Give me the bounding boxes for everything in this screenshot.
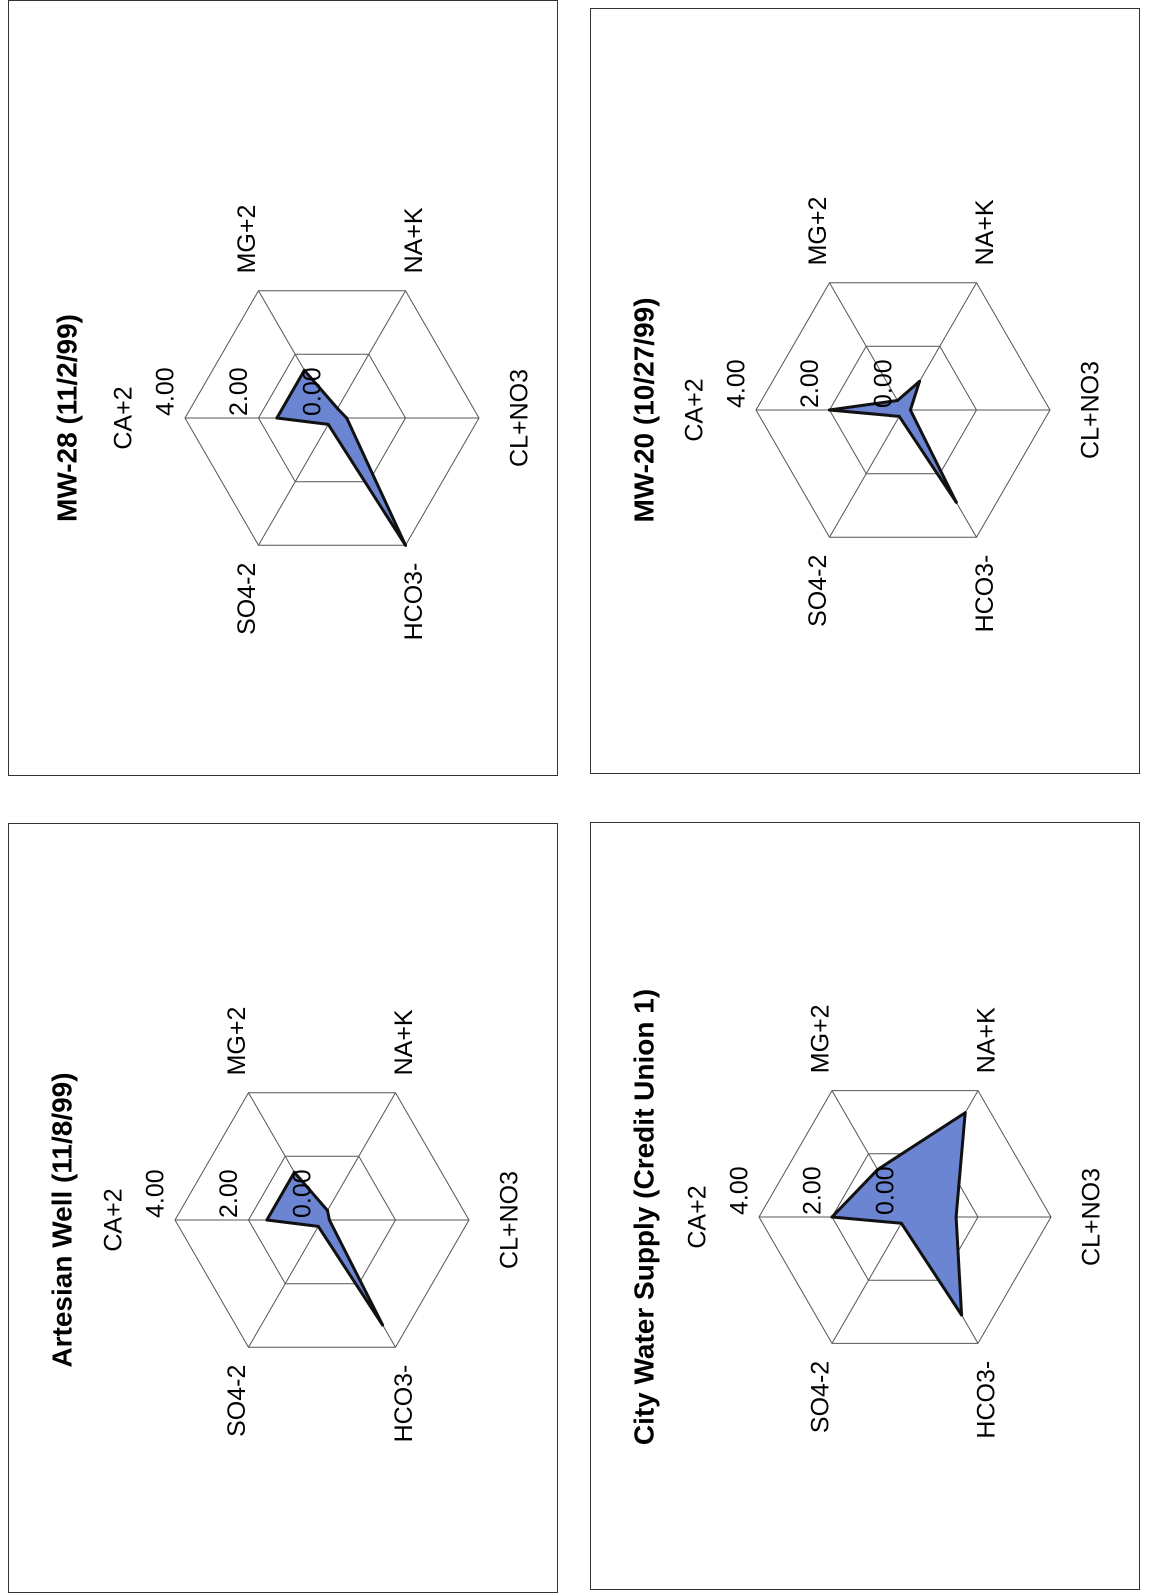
axis-label-so4-2: SO4-2 — [804, 555, 832, 627]
data-point-hco3 — [381, 1323, 385, 1327]
data-point-ca-2 — [830, 1215, 834, 1219]
axis-label-mg-2: MG+2 — [233, 205, 261, 274]
data-point-hco3 — [960, 1313, 964, 1317]
tick-label: 4.00 — [152, 367, 180, 416]
axis-spoke-so4-2 — [829, 409, 904, 538]
chart-panel-mw-28: MW-28 (11/2/99) CA+2 MG+2 NA+K CL+NO3 HCO3- SO… — [8, 0, 558, 776]
axis-label-na-k: NA+K — [390, 1009, 418, 1075]
data-point-mg-2 — [302, 368, 306, 372]
tick-label: 0.00 — [870, 359, 898, 408]
data-point-cl-no3 — [954, 1215, 958, 1219]
axis-label-cl-no3: CL+NO3 — [1077, 361, 1105, 459]
tick-label: 2.00 — [215, 1169, 243, 1218]
axis-label-ca-2: CA+2 — [681, 378, 709, 441]
data-point-cl-no3 — [908, 408, 912, 412]
axis-label-mg-2: MG+2 — [804, 197, 832, 266]
data-point-so4-2 — [899, 1221, 903, 1225]
chart-panel-city-water-supply: City Water Supply (Credit Union 1) CA+2 MG… — [590, 822, 1140, 1590]
data-point-so4-2 — [316, 1224, 320, 1228]
axis-label-hco3: HCO3- — [400, 563, 428, 641]
radar-chart-mw-20: MW-20 (10/27/99) CA+2 MG+2 NA+K CL+NO3 HCO3- S… — [628, 197, 1105, 633]
chart-title: Artesian Well (11/8/99) — [46, 1072, 77, 1367]
axis-spoke-so4-2 — [258, 417, 333, 546]
data-point-na-k — [918, 379, 921, 383]
tick-label: 0.00 — [299, 367, 327, 416]
axis-spoke-na-k — [331, 290, 406, 419]
axis-label-mg-2: MG+2 — [223, 1007, 251, 1076]
tick-label: 4.00 — [723, 359, 751, 408]
axis-label-cl-no3: CL+NO3 — [496, 1171, 524, 1269]
axis-label-so4-2: SO4-2 — [223, 1365, 251, 1437]
data-point-cl-no3 — [345, 416, 349, 420]
axis-label-so4-2: SO4-2 — [807, 1361, 835, 1433]
axis-label-cl-no3: CL+NO3 — [1078, 1168, 1106, 1266]
chart-title: MW-28 (11/2/99) — [51, 314, 82, 522]
axis-label-cl-no3: CL+NO3 — [506, 369, 534, 467]
data-point-na-k — [963, 1111, 967, 1115]
data-point-ca-2 — [265, 1218, 269, 1222]
data-point-mg-2 — [876, 1168, 880, 1172]
data-series-area — [275, 368, 407, 547]
radar-chart-city-water-supply: City Water Supply (Credit Union 1) CA+2 MG… — [628, 989, 1106, 1445]
data-point-na-k — [326, 1209, 329, 1212]
tick-label: 2.00 — [799, 1166, 827, 1215]
radar-chart-artesian-well: Artesian Well (11/8/99) CA+2 MG+2 NA+K CL+NO… — [46, 1007, 524, 1443]
axis-label-hco3: HCO3- — [390, 1365, 418, 1443]
data-point-hco3 — [404, 543, 407, 547]
axis-spoke-na-k — [321, 1092, 396, 1221]
axis-label-so4-2: SO4-2 — [233, 563, 261, 635]
tick-label: 2.00 — [225, 367, 253, 416]
axis-spoke-mg-2 — [829, 282, 904, 411]
axis-label-hco3: HCO3- — [971, 555, 999, 633]
axis-label-na-k: NA+K — [973, 1007, 1001, 1073]
tick-label: 4.00 — [142, 1169, 170, 1218]
tick-label: 0.00 — [872, 1166, 900, 1215]
axis-label-ca-2: CA+2 — [110, 386, 138, 449]
axis-spoke-so4-2 — [248, 1219, 323, 1348]
axis-label-na-k: NA+K — [400, 207, 428, 273]
data-point-so4-2 — [897, 414, 901, 418]
chart-title: MW-20 (10/27/99) — [628, 297, 659, 522]
data-point-ca-2 — [828, 408, 831, 412]
axis-label-ca-2: CA+2 — [100, 1188, 128, 1251]
axis-label-mg-2: MG+2 — [807, 1004, 835, 1073]
chart-panel-mw-20: MW-20 (10/27/99) CA+2 MG+2 NA+K CL+NO3 HCO3- S… — [590, 8, 1140, 774]
data-point-cl-no3 — [327, 1218, 331, 1222]
axis-spoke-so4-2 — [831, 1216, 906, 1344]
data-point-mg-2 — [896, 399, 899, 402]
data-point-ca-2 — [275, 416, 279, 420]
radar-chart-mw-28: MW-28 (11/2/99) CA+2 MG+2 NA+K CL+NO3 HCO3- SO… — [51, 205, 534, 641]
tick-label: 0.00 — [289, 1169, 317, 1218]
axis-label-ca-2: CA+2 — [684, 1185, 712, 1248]
chart-title: City Water Supply (Credit Union 1) — [628, 989, 659, 1445]
axis-label-na-k: NA+K — [971, 199, 999, 265]
chart-panel-artesian-well: Artesian Well (11/8/99) CA+2 MG+2 NA+K CL+NO… — [8, 823, 558, 1593]
data-point-hco3 — [954, 500, 958, 504]
data-point-so4-2 — [326, 422, 330, 426]
axis-label-hco3: HCO3- — [973, 1361, 1001, 1439]
data-series-area — [265, 1170, 385, 1327]
tick-label: 4.00 — [726, 1166, 754, 1215]
data-point-na-k — [336, 407, 339, 410]
tick-label: 2.00 — [796, 359, 824, 408]
data-point-mg-2 — [292, 1170, 296, 1174]
